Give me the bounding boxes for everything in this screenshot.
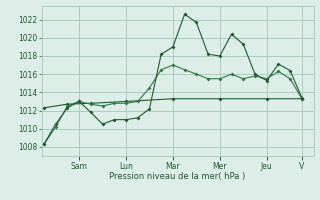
X-axis label: Pression niveau de la mer( hPa ): Pression niveau de la mer( hPa ): [109, 172, 246, 181]
